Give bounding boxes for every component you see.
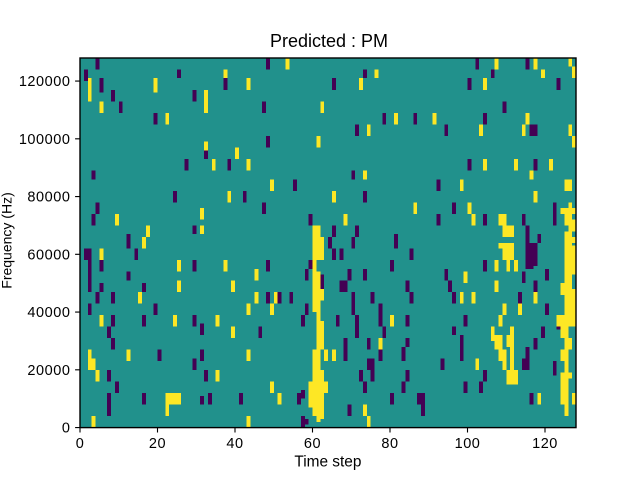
svg-text:100: 100 bbox=[455, 436, 481, 452]
svg-text:60000: 60000 bbox=[27, 247, 70, 263]
svg-text:40: 40 bbox=[226, 436, 243, 452]
svg-text:0: 0 bbox=[62, 421, 71, 437]
svg-text:40000: 40000 bbox=[27, 305, 70, 321]
svg-text:20000: 20000 bbox=[27, 363, 70, 379]
svg-text:100000: 100000 bbox=[19, 132, 71, 148]
svg-text:120: 120 bbox=[532, 436, 558, 452]
svg-text:80: 80 bbox=[381, 436, 398, 452]
svg-text:80000: 80000 bbox=[27, 190, 70, 206]
svg-text:20: 20 bbox=[149, 436, 166, 452]
svg-text:0: 0 bbox=[76, 436, 85, 452]
svg-text:Frequency (Hz): Frequency (Hz) bbox=[0, 192, 15, 288]
svg-text:120000: 120000 bbox=[19, 74, 71, 90]
svg-text:Predicted : PM: Predicted : PM bbox=[270, 31, 388, 51]
svg-text:60: 60 bbox=[304, 436, 321, 452]
svg-text:Time step: Time step bbox=[294, 454, 361, 471]
